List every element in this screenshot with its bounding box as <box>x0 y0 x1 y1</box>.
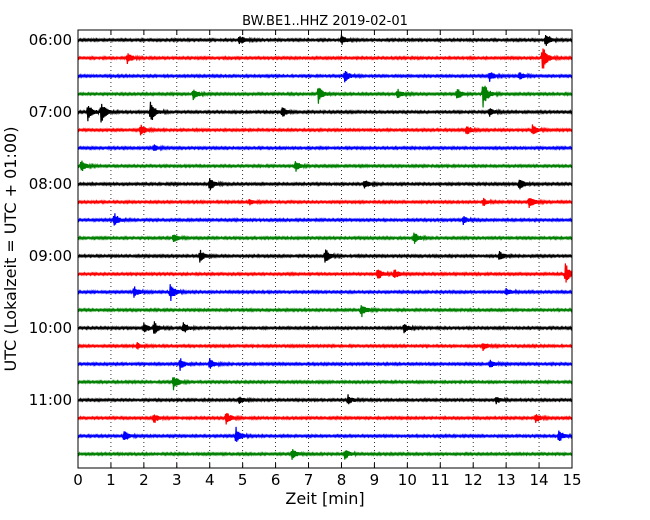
x-tick-label: 3 <box>172 471 182 489</box>
trace-10:30 <box>77 358 573 371</box>
x-tick-label: 6 <box>271 471 281 489</box>
trace-10:00 <box>77 321 573 334</box>
trace-09:15 <box>77 263 573 283</box>
y-tick-label: 11:00 <box>29 391 72 409</box>
y-tick-label: 06:00 <box>29 31 72 49</box>
trace-09:45 <box>77 305 573 318</box>
trace-06:30 <box>77 70 573 83</box>
trace-09:00 <box>77 249 573 263</box>
trace-07:45 <box>77 160 573 172</box>
x-tick-label: 12 <box>464 471 483 489</box>
plot-frame <box>77 29 573 469</box>
y-axis-label: UTC (Lokalzeit = UTC + 01:00) <box>1 127 20 372</box>
y-axis: 06:00 07:00 08:00 09:00 10:00 11:00 <box>29 31 572 409</box>
trace-10:15 <box>77 342 573 352</box>
trace-11:15 <box>77 413 573 425</box>
trace-11:30 <box>77 426 573 442</box>
x-tick-label: 2 <box>139 471 149 489</box>
y-tick-label: 10:00 <box>29 319 72 337</box>
x-axis-label: Zeit [min] <box>285 489 364 508</box>
trace-09:30 <box>77 284 573 301</box>
trace-08:15 <box>77 197 573 208</box>
x-tick-label: 0 <box>73 471 83 489</box>
trace-07:30 <box>77 144 573 152</box>
trace-06:00 <box>77 34 573 46</box>
trace-08:45 <box>77 232 573 244</box>
x-tick-label: 15 <box>562 471 581 489</box>
trace-08:30 <box>77 213 573 226</box>
trace-07:15 <box>77 124 573 136</box>
x-tick-label: 9 <box>370 471 380 489</box>
x-tick-label: 4 <box>205 471 215 489</box>
trace-11:45 <box>77 449 573 460</box>
trace-11:00 <box>77 394 573 405</box>
y-tick-label: 09:00 <box>29 247 72 265</box>
y-tick-label: 07:00 <box>29 103 72 121</box>
seismic-traces <box>77 34 573 460</box>
trace-10:45 <box>77 377 573 391</box>
trace-06:45 <box>77 85 573 108</box>
y-tick-label: 08:00 <box>29 175 72 193</box>
x-axis: 0 1 2 3 4 5 6 7 8 9 10 11 12 13 14 15 <box>73 30 582 489</box>
x-tick-label: 11 <box>431 471 450 489</box>
x-tick-label: 7 <box>304 471 314 489</box>
chart-title: BW.BE1..HHZ 2019-02-01 <box>242 14 408 29</box>
x-tick-label: 8 <box>337 471 347 489</box>
trace-07:00 <box>77 101 573 123</box>
x-tick-label: 14 <box>530 471 549 489</box>
x-tick-label: 1 <box>106 471 116 489</box>
x-tick-label: 10 <box>398 471 417 489</box>
trace-08:00 <box>77 178 573 191</box>
trace-06:15 <box>77 48 573 69</box>
x-tick-label: 5 <box>238 471 248 489</box>
x-tick-label: 13 <box>497 471 516 489</box>
